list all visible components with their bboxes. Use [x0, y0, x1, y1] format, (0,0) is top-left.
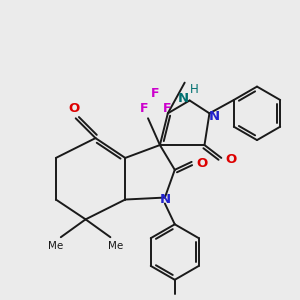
Text: N: N: [159, 193, 170, 206]
Text: F: F: [163, 102, 171, 115]
Text: O: O: [226, 153, 237, 167]
Text: N: N: [178, 92, 189, 105]
Text: N: N: [209, 110, 220, 123]
Text: F: F: [140, 102, 148, 115]
Text: O: O: [196, 158, 207, 170]
Text: F: F: [151, 87, 159, 100]
Text: H: H: [190, 83, 199, 96]
Text: Me: Me: [108, 241, 123, 251]
Text: Me: Me: [48, 241, 64, 251]
Text: O: O: [68, 102, 79, 115]
